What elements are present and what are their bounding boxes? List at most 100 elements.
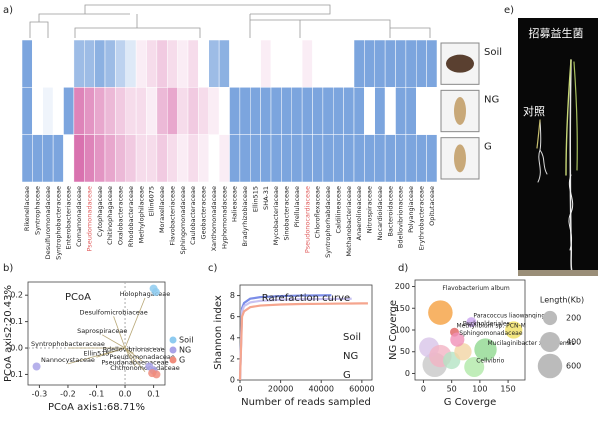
photo-text: 对照	[523, 104, 545, 118]
heatmap-cell	[291, 39, 303, 88]
column-label: Halieaceae	[231, 186, 239, 222]
heatmap-cell	[416, 134, 427, 183]
heatmap-cell	[218, 39, 230, 88]
heatmap-cell	[32, 87, 43, 135]
legend-label: Soil	[179, 336, 193, 345]
heatmap-cell	[208, 134, 220, 183]
heatmap-cell	[115, 87, 126, 135]
heatmap-cell	[301, 134, 313, 183]
heatmap-cell	[260, 87, 272, 135]
heatmap-cell	[343, 87, 355, 135]
heatmap-cell	[104, 134, 116, 183]
x-tick-label: 0.1	[147, 390, 160, 399]
size-legend-label: 600	[566, 362, 581, 371]
x-tick-label: 60000	[349, 385, 374, 394]
heatmap-cell	[291, 87, 303, 135]
x-tick-label: 20000	[268, 385, 293, 394]
loading-arrow	[96, 347, 126, 358]
column-label: Moraxellaceae	[158, 186, 166, 233]
heatmap-cell	[21, 134, 33, 183]
heatmap-cell	[260, 39, 272, 88]
heatmap-cell	[416, 87, 427, 135]
column-label: Hyphomonadaceae	[220, 186, 228, 249]
column-label: Sphingomonadaceae	[179, 186, 187, 254]
heatmap-cell	[322, 39, 334, 88]
y-tick-label: 0	[405, 369, 410, 378]
column-label: Syntrophorhabdaceae	[324, 186, 332, 258]
x-tick-label: -0.2	[60, 390, 76, 399]
x-tick-label: 0	[237, 385, 242, 394]
heatmap-cell	[167, 134, 178, 183]
loading-arrow	[124, 347, 143, 362]
heatmap-cell	[250, 134, 261, 183]
legend-label: Soil	[343, 332, 361, 343]
y-tick-label: 150	[395, 304, 410, 313]
heatmap-cell	[167, 39, 178, 88]
heatmap-cell	[125, 39, 137, 88]
heatmap-cell	[312, 87, 324, 135]
heatmap-cell	[104, 87, 116, 135]
point-label: Sphingomonadaceae	[459, 330, 523, 337]
heatmap-cell	[384, 134, 396, 183]
heatmap-cell	[229, 134, 241, 183]
y-tick-label: 200	[395, 282, 410, 291]
photo-text: 招募益生菌	[529, 26, 584, 40]
heatmap-cell	[364, 134, 375, 183]
column-label: Bradyrhizobiaceae	[241, 186, 249, 246]
heatmap-cell	[115, 39, 126, 88]
y-axis-label: NG Coverge	[388, 300, 399, 360]
bubble	[505, 321, 523, 339]
column-label: Sinobacteraceae	[283, 186, 291, 240]
series-line	[238, 302, 368, 381]
size-legend-bubble	[537, 353, 563, 379]
heatmap-cell	[146, 134, 158, 183]
heatmap-cell	[270, 134, 282, 183]
heatmap-cell	[312, 39, 324, 88]
heatmap-cell	[395, 134, 407, 183]
heatmap-cell	[281, 87, 292, 135]
x-tick-label: 50	[447, 385, 457, 394]
column-label: Pseudonocardiaceae	[303, 186, 311, 253]
heatmap-cell	[333, 134, 344, 183]
heatmap-cell	[94, 87, 106, 135]
heatmap-cell	[426, 87, 438, 135]
heatmap-cell	[250, 87, 261, 135]
y-tick-label: 50	[400, 347, 410, 356]
size-legend-label: 400	[566, 338, 581, 347]
loading-arrow	[124, 297, 146, 349]
heatmap-cell	[353, 39, 365, 88]
ruler	[518, 270, 598, 276]
bubble	[428, 300, 453, 325]
size-legend-title: Length(Kb)	[540, 296, 584, 305]
column-label: Chitinophagaceae	[106, 186, 114, 245]
heatmap-cell	[52, 87, 64, 135]
column-label: Comamonadaceae	[75, 186, 83, 247]
point-label: Mucilaginibacter xinganensis	[488, 340, 575, 347]
heatmap-cell	[167, 87, 178, 135]
legend-swatch	[169, 356, 177, 364]
column-label: Pseudomonadaceae	[85, 186, 93, 252]
heatmap-cell	[52, 39, 64, 88]
heatmap-cell	[395, 39, 407, 88]
loading-label: Saprospiraceae	[77, 327, 127, 335]
heatmap-cell	[73, 39, 85, 88]
column-label: Flavobacteriaceae	[168, 186, 176, 246]
y-tick-label: 0.1	[10, 317, 23, 326]
column-label: Cytophagaceae	[96, 186, 104, 237]
heatmap-cell	[32, 39, 43, 88]
sample-icon	[454, 144, 466, 173]
heatmap-cell	[250, 39, 261, 88]
column-label: Xanthomonadaceae	[210, 186, 218, 251]
row-label: NG	[484, 94, 499, 105]
heatmap-cell	[146, 39, 158, 88]
x-tick-label: 40000	[309, 385, 334, 394]
column-label: Mycobacteriaceae	[272, 186, 280, 245]
heatmap-cell	[218, 134, 230, 183]
sample-icon	[454, 97, 466, 125]
column-label: Ellin6075	[148, 186, 156, 216]
bubble	[466, 317, 477, 328]
heatmap-cell	[322, 87, 334, 135]
heatmap-cell	[301, 39, 313, 88]
y-axis-label: Shannon index	[213, 295, 224, 370]
point-label: Cellvibrio	[476, 357, 504, 364]
